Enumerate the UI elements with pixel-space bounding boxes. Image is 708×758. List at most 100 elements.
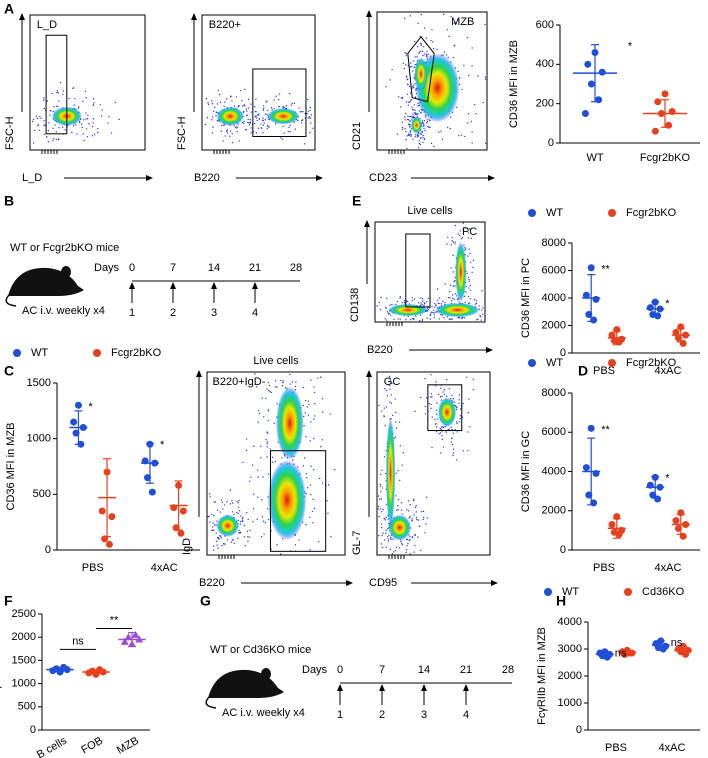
- event-dot: [223, 101, 226, 103]
- event-dot: [268, 384, 271, 387]
- event-dot: [281, 457, 283, 459]
- event-dot: [431, 416, 433, 418]
- event-dot: [250, 127, 252, 129]
- event-dot: [458, 301, 460, 303]
- event-dot: [407, 115, 409, 117]
- event-dot: [64, 129, 66, 131]
- event-dot: [394, 549, 397, 552]
- event-dot: [426, 50, 428, 53]
- event-dot: [263, 416, 265, 418]
- event-dot: [406, 549, 408, 551]
- y-tick-label: 200: [536, 98, 554, 110]
- event-dot: [404, 302, 406, 304]
- event-dot: [429, 318, 432, 320]
- event-dot: [242, 461, 244, 464]
- event-dot: [456, 431, 459, 433]
- event-dot: [416, 56, 418, 58]
- event-dot: [71, 131, 73, 134]
- y-tick-label: 8000: [542, 237, 566, 249]
- event-dot: [421, 120, 424, 122]
- event-dot: [454, 285, 456, 287]
- event-dot: [439, 427, 442, 430]
- event-dot: [262, 117, 264, 119]
- day-label: 14: [208, 262, 220, 274]
- y-tick-label: 0: [548, 137, 554, 149]
- event-dot: [274, 123, 277, 125]
- event-dot: [283, 132, 285, 135]
- event-dot: [407, 119, 410, 121]
- event-dot: [438, 318, 441, 320]
- event-dot: [233, 542, 235, 545]
- event-dot: [412, 116, 414, 118]
- event-dot: [302, 110, 304, 113]
- event-dot: [469, 426, 471, 428]
- event-dot: [423, 138, 426, 141]
- event-dot: [383, 518, 386, 520]
- event-dot: [482, 101, 484, 104]
- event-dot: [313, 386, 315, 388]
- event-dot: [472, 388, 474, 391]
- event-dot: [429, 313, 432, 316]
- event-dot: [427, 119, 429, 121]
- event-dot: [242, 122, 245, 125]
- event-dot: [420, 549, 422, 552]
- event-dot: [393, 318, 395, 321]
- event-dot: [397, 469, 400, 472]
- event-dot: [57, 138, 60, 140]
- event-dot: [304, 399, 307, 402]
- event-dot: [285, 105, 288, 107]
- event-dot: [436, 299, 439, 301]
- event-dot: [438, 432, 440, 435]
- data-point: [682, 520, 690, 528]
- event-dot: [73, 104, 75, 106]
- density-blob: [435, 303, 480, 317]
- event-dot: [426, 517, 428, 519]
- event-dot: [260, 123, 262, 125]
- event-dot: [422, 134, 424, 137]
- event-dot: [400, 542, 403, 545]
- x-tick-label: 4xAC: [659, 742, 686, 754]
- event-dot: [266, 124, 269, 127]
- event-dot: [110, 132, 113, 134]
- event-dot: [248, 107, 250, 109]
- event-dot: [418, 142, 421, 145]
- event-dot: [386, 319, 388, 321]
- event-dot: [82, 100, 84, 103]
- event-dot: [475, 302, 478, 304]
- event-dot: [219, 101, 222, 104]
- event-dot: [274, 386, 277, 388]
- event-dot: [219, 511, 222, 513]
- y-tick-label: 0: [45, 544, 51, 556]
- data-point: [179, 507, 187, 515]
- event-dot: [302, 119, 304, 121]
- event-dot: [411, 106, 413, 108]
- event-dot: [421, 318, 424, 320]
- event-dot: [451, 318, 453, 320]
- event-dot: [275, 95, 277, 97]
- event-dot: [267, 419, 269, 422]
- event-dot: [395, 411, 397, 414]
- event-dot: [467, 255, 469, 257]
- event-dot: [448, 290, 451, 293]
- event-dot: [248, 124, 251, 126]
- flow-y-label: GL-7: [351, 531, 363, 555]
- y-tick-label: 0: [576, 724, 582, 736]
- data-point: [646, 304, 654, 312]
- data-point: [595, 96, 603, 104]
- event-dot: [415, 516, 418, 519]
- legend-marker: [93, 349, 101, 357]
- event-dot: [472, 259, 475, 262]
- event-dot: [380, 523, 383, 525]
- event-dot: [235, 511, 238, 514]
- event-dot: [277, 98, 280, 101]
- event-dot: [381, 546, 384, 549]
- event-dot: [267, 473, 270, 475]
- event-dot: [264, 119, 267, 121]
- event-dot: [461, 317, 463, 320]
- event-dot: [417, 134, 419, 137]
- event-dot: [456, 422, 458, 425]
- event-dot: [390, 402, 393, 404]
- event-dot: [56, 105, 58, 108]
- event-dot: [413, 298, 416, 300]
- density-blob: [414, 57, 428, 91]
